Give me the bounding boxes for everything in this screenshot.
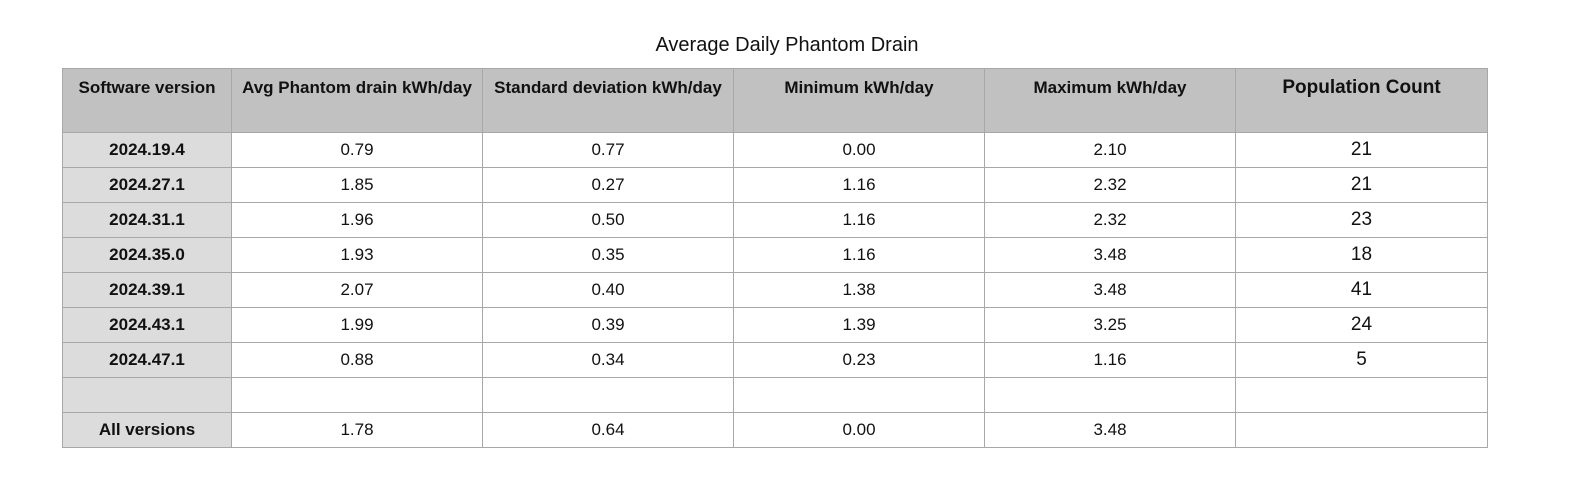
header-cell-population-count: Population Count bbox=[1235, 68, 1488, 133]
maximum-cell: 2.32 bbox=[984, 202, 1236, 238]
avg-drain-cell: 1.96 bbox=[231, 202, 483, 238]
table-row: 2024.31.1 1.96 0.50 1.16 2.32 23 bbox=[62, 202, 1488, 238]
minimum-cell: 0.23 bbox=[733, 342, 985, 378]
maximum-cell: 3.48 bbox=[984, 237, 1236, 273]
minimum-cell: 1.38 bbox=[733, 272, 985, 308]
table-row: 2024.39.1 2.07 0.40 1.38 3.48 41 bbox=[62, 272, 1488, 308]
maximum-cell: 2.32 bbox=[984, 167, 1236, 203]
version-cell bbox=[62, 377, 232, 413]
avg-drain-cell bbox=[231, 377, 483, 413]
std-dev-cell: 0.64 bbox=[482, 412, 734, 448]
population-count-cell: 41 bbox=[1235, 272, 1488, 308]
table-title: Average Daily Phantom Drain bbox=[655, 34, 919, 56]
population-count-cell: 18 bbox=[1235, 237, 1488, 273]
version-cell: 2024.43.1 bbox=[62, 307, 232, 343]
population-count-cell: 21 bbox=[1235, 132, 1488, 168]
header-cell-std-dev: Standard deviation kWh/day bbox=[482, 68, 734, 133]
population-count-cell: 5 bbox=[1235, 342, 1488, 378]
table-row: 2024.27.1 1.85 0.27 1.16 2.32 21 bbox=[62, 167, 1488, 203]
std-dev-cell: 0.77 bbox=[482, 132, 734, 168]
avg-drain-cell: 0.79 bbox=[231, 132, 483, 168]
version-cell: 2024.35.0 bbox=[62, 237, 232, 273]
minimum-cell: 1.16 bbox=[733, 237, 985, 273]
version-cell: 2024.39.1 bbox=[62, 272, 232, 308]
minimum-cell: 1.39 bbox=[733, 307, 985, 343]
table-body: 2024.19.4 0.79 0.77 0.00 2.10 21 2024.27.1 1.85… bbox=[62, 132, 1488, 448]
avg-drain-cell: 2.07 bbox=[231, 272, 483, 308]
avg-drain-cell: 1.99 bbox=[231, 307, 483, 343]
population-count-cell: 24 bbox=[1235, 307, 1488, 343]
minimum-cell: 0.00 bbox=[733, 412, 985, 448]
version-cell: All versions bbox=[62, 412, 232, 448]
avg-drain-cell: 1.78 bbox=[231, 412, 483, 448]
version-cell: 2024.19.4 bbox=[62, 132, 232, 168]
version-cell: 2024.31.1 bbox=[62, 202, 232, 238]
std-dev-cell: 0.34 bbox=[482, 342, 734, 378]
population-count-cell bbox=[1235, 377, 1488, 413]
header-cell-minimum: Minimum kWh/day bbox=[733, 68, 985, 133]
std-dev-cell: 0.50 bbox=[482, 202, 734, 238]
avg-drain-cell: 1.85 bbox=[231, 167, 483, 203]
header-row: Software version Avg Phantom drain kWh/d… bbox=[62, 68, 1488, 133]
table-row: 2024.19.4 0.79 0.77 0.00 2.10 21 bbox=[62, 132, 1488, 168]
version-cell: 2024.27.1 bbox=[62, 167, 232, 203]
minimum-cell: 1.16 bbox=[733, 167, 985, 203]
std-dev-cell: 0.40 bbox=[482, 272, 734, 308]
std-dev-cell: 0.35 bbox=[482, 237, 734, 273]
header-cell-software-version: Software version bbox=[62, 68, 232, 133]
maximum-cell: 3.48 bbox=[984, 272, 1236, 308]
avg-drain-cell: 1.93 bbox=[231, 237, 483, 273]
std-dev-cell bbox=[482, 377, 734, 413]
table-row: 2024.35.0 1.93 0.35 1.16 3.48 18 bbox=[62, 237, 1488, 273]
table-row: All versions 1.78 0.64 0.00 3.48 bbox=[62, 412, 1488, 448]
maximum-cell: 3.25 bbox=[984, 307, 1236, 343]
maximum-cell: 2.10 bbox=[984, 132, 1236, 168]
population-count-cell: 21 bbox=[1235, 167, 1488, 203]
maximum-cell: 3.48 bbox=[984, 412, 1236, 448]
minimum-cell bbox=[733, 377, 985, 413]
table-row bbox=[62, 377, 1488, 413]
table-row: 2024.47.1 0.88 0.34 0.23 1.16 5 bbox=[62, 342, 1488, 378]
maximum-cell: 1.16 bbox=[984, 342, 1236, 378]
phantom-drain-table: Software version Avg Phantom drain kWh/d… bbox=[62, 68, 1488, 448]
minimum-cell: 0.00 bbox=[733, 132, 985, 168]
header-cell-avg-drain: Avg Phantom drain kWh/day bbox=[231, 68, 483, 133]
avg-drain-cell: 0.88 bbox=[231, 342, 483, 378]
std-dev-cell: 0.27 bbox=[482, 167, 734, 203]
table-row: 2024.43.1 1.99 0.39 1.39 3.25 24 bbox=[62, 307, 1488, 343]
minimum-cell: 1.16 bbox=[733, 202, 985, 238]
version-cell: 2024.47.1 bbox=[62, 342, 232, 378]
population-count-cell: 23 bbox=[1235, 202, 1488, 238]
maximum-cell bbox=[984, 377, 1236, 413]
header-cell-maximum: Maximum kWh/day bbox=[984, 68, 1236, 133]
std-dev-cell: 0.39 bbox=[482, 307, 734, 343]
population-count-cell bbox=[1235, 412, 1488, 448]
